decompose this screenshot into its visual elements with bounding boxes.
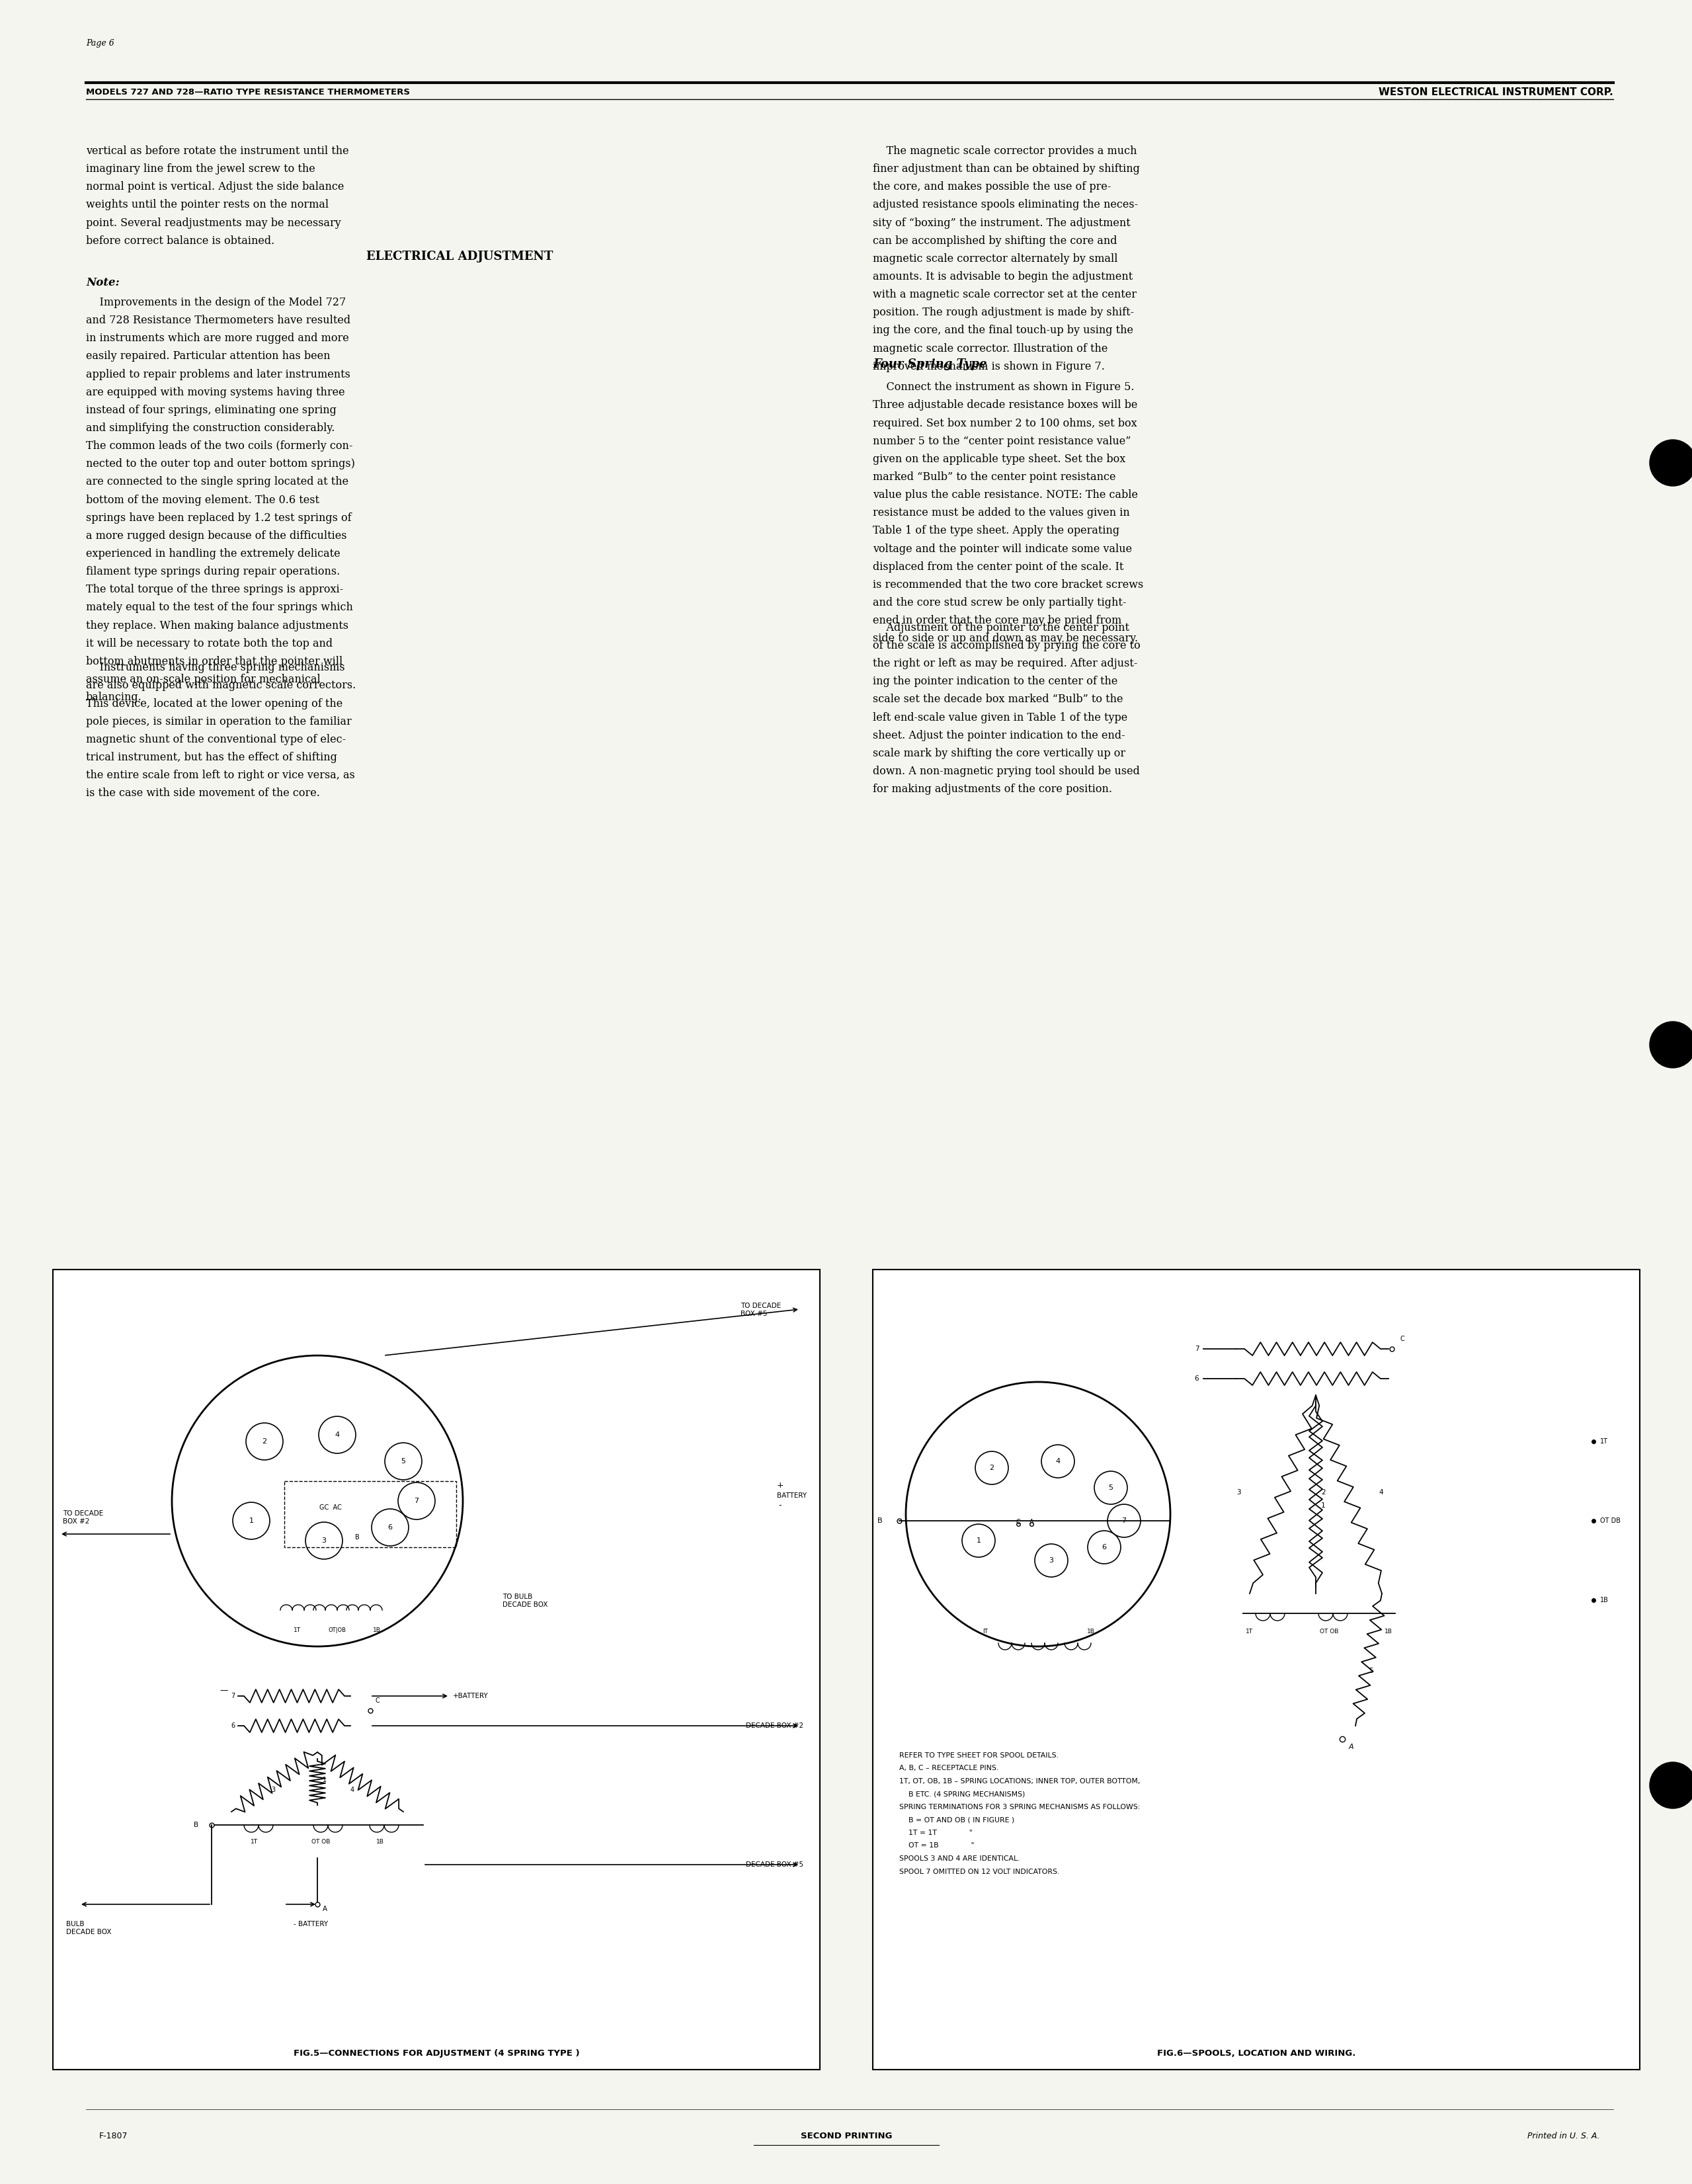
Bar <box>873 1269 1640 2070</box>
Text: vertical as before rotate the instrument until the
imaginary line from the jewel: vertical as before rotate the instrument… <box>86 146 349 247</box>
Text: SPOOL 7 OMITTED ON 12 VOLT INDICATORS.: SPOOL 7 OMITTED ON 12 VOLT INDICATORS. <box>898 1867 1059 1874</box>
Text: BATTERY: BATTERY <box>777 1492 807 1498</box>
Text: 3: 3 <box>1237 1489 1240 1496</box>
Text: 1B: 1B <box>1601 1597 1609 1603</box>
Text: 4: 4 <box>1056 1459 1061 1465</box>
Text: 3: 3 <box>1049 1557 1054 1564</box>
Text: 1B: 1B <box>1086 1629 1095 1634</box>
Text: SPOOLS 3 AND 4 ARE IDENTICAL.: SPOOLS 3 AND 4 ARE IDENTICAL. <box>898 1856 1020 1863</box>
Text: 1T = 1T              ": 1T = 1T " <box>898 1830 973 1837</box>
Text: Connect the instrument as shown in Figure 5.
Three adjustable decade resistance : Connect the instrument as shown in Figur… <box>873 382 1144 644</box>
Text: 1T: 1T <box>1601 1437 1607 1446</box>
Text: OT|OB: OT|OB <box>328 1627 347 1634</box>
Text: 7: 7 <box>230 1693 235 1699</box>
Text: C: C <box>1401 1337 1404 1343</box>
Text: 1: 1 <box>249 1518 254 1524</box>
Text: —: — <box>220 1686 228 1695</box>
Text: - BATTERY: - BATTERY <box>293 1922 328 1928</box>
Text: 1T: 1T <box>294 1627 301 1634</box>
Text: Printed in U. S. A.: Printed in U. S. A. <box>1528 2132 1601 2140</box>
Text: BULB
DECADE BOX: BULB DECADE BOX <box>66 1922 112 1935</box>
Text: 7: 7 <box>1122 1518 1127 1524</box>
Text: 1T, OT, OB, 1B – SPRING LOCATIONS; INNER TOP, OUTER BOTTOM,: 1T, OT, OB, 1B – SPRING LOCATIONS; INNER… <box>898 1778 1140 1784</box>
Text: 1T: 1T <box>1245 1629 1254 1634</box>
Text: A: A <box>1029 1518 1034 1524</box>
Bar <box>52 1269 821 2070</box>
Text: 1: 1 <box>323 1778 327 1784</box>
Text: IT: IT <box>983 1629 988 1634</box>
Text: WESTON ELECTRICAL INSTRUMENT CORP.: WESTON ELECTRICAL INSTRUMENT CORP. <box>1379 87 1612 98</box>
Text: FIG.5—CONNECTIONS FOR ADJUSTMENT (4 SPRING TYPE ): FIG.5—CONNECTIONS FOR ADJUSTMENT (4 SPRI… <box>293 2049 579 2057</box>
Text: FIG.6—SPOOLS, LOCATION AND WIRING.: FIG.6—SPOOLS, LOCATION AND WIRING. <box>1157 2049 1355 2057</box>
Text: OT = 1B              ": OT = 1B " <box>898 1843 975 1850</box>
Text: 7: 7 <box>1195 1345 1200 1352</box>
Text: TO DECADE
BOX #5: TO DECADE BOX #5 <box>741 1302 782 1317</box>
Text: GC  AC: GC AC <box>320 1505 342 1511</box>
Text: OT DB: OT DB <box>1601 1518 1621 1524</box>
Text: DECADE BOX #5: DECADE BOX #5 <box>746 1861 804 1867</box>
Text: OT OB: OT OB <box>1320 1629 1338 1634</box>
Text: 3: 3 <box>321 1538 327 1544</box>
Text: 1B: 1B <box>372 1627 381 1634</box>
Text: Note:: Note: <box>86 277 120 288</box>
Text: Page 6: Page 6 <box>86 39 115 48</box>
Text: 7: 7 <box>415 1498 420 1505</box>
Text: C: C <box>1015 1518 1020 1524</box>
Text: 5: 5 <box>1369 1669 1372 1675</box>
Text: 4: 4 <box>350 1787 355 1793</box>
Text: Adjustment of the pointer to the center point
of the scale is accomplished by pr: Adjustment of the pointer to the center … <box>873 622 1140 795</box>
Text: 6: 6 <box>1195 1376 1200 1382</box>
Text: 6: 6 <box>1101 1544 1107 1551</box>
Text: 5: 5 <box>401 1459 406 1465</box>
Text: 1: 1 <box>976 1538 981 1544</box>
Text: TO DECADE
BOX #2: TO DECADE BOX #2 <box>63 1511 103 1524</box>
Circle shape <box>1650 439 1692 487</box>
Text: 2: 2 <box>1321 1489 1325 1496</box>
Text: B: B <box>193 1821 198 1828</box>
Text: 1B: 1B <box>376 1839 384 1845</box>
Text: MODELS 727 AND 728—RATIO TYPE RESISTANCE THERMOMETERS: MODELS 727 AND 728—RATIO TYPE RESISTANCE… <box>86 87 409 96</box>
Text: 6: 6 <box>230 1723 235 1730</box>
Bar <box>284 1481 457 1546</box>
Text: -: - <box>778 1500 782 1509</box>
Text: B: B <box>355 1533 359 1540</box>
Text: ELECTRICAL ADJUSTMENT: ELECTRICAL ADJUSTMENT <box>365 251 553 262</box>
Text: TO BULB
DECADE BOX: TO BULB DECADE BOX <box>503 1594 548 1607</box>
Text: Instruments having three spring mechanisms
are also equipped with magnetic scale: Instruments having three spring mechanis… <box>86 662 355 799</box>
Circle shape <box>1650 1022 1692 1068</box>
Text: A: A <box>1349 1743 1354 1749</box>
Text: 6: 6 <box>387 1524 393 1531</box>
Text: REFER TO TYPE SHEET FOR SPOOL DETAILS.: REFER TO TYPE SHEET FOR SPOOL DETAILS. <box>898 1752 1059 1758</box>
Text: B = OT AND OB ( IN FIGURE ): B = OT AND OB ( IN FIGURE ) <box>898 1817 1015 1824</box>
Text: Improvements in the design of the Model 727
and 728 Resistance Thermometers have: Improvements in the design of the Model … <box>86 297 355 703</box>
Text: +BATTERY: +BATTERY <box>453 1693 489 1699</box>
Text: 2: 2 <box>262 1437 267 1446</box>
Text: The magnetic scale corrector provides a much
finer adjustment than can be obtain: The magnetic scale corrector provides a … <box>873 146 1140 371</box>
Text: 1T: 1T <box>250 1839 259 1845</box>
Text: C: C <box>376 1697 381 1704</box>
Text: 1: 1 <box>1321 1503 1325 1509</box>
Text: B: B <box>878 1518 883 1524</box>
Text: OT OB: OT OB <box>311 1839 330 1845</box>
Text: +: + <box>777 1481 783 1489</box>
Text: A: A <box>323 1907 327 1913</box>
Text: Four Spring Type: Four Spring Type <box>873 358 986 371</box>
Text: B ETC. (4 SPRING MECHANISMS): B ETC. (4 SPRING MECHANISMS) <box>898 1791 1025 1797</box>
Text: 1B: 1B <box>1384 1629 1393 1634</box>
Text: 3: 3 <box>271 1787 276 1793</box>
Circle shape <box>1650 1762 1692 1808</box>
Text: 5: 5 <box>1108 1485 1113 1492</box>
Text: 4: 4 <box>1379 1489 1382 1496</box>
Text: SECOND PRINTING: SECOND PRINTING <box>800 2132 892 2140</box>
Text: 2: 2 <box>990 1465 995 1472</box>
Text: SPRING TERMINATIONS FOR 3 SPRING MECHANISMS AS FOLLOWS:: SPRING TERMINATIONS FOR 3 SPRING MECHANI… <box>898 1804 1140 1811</box>
Text: 4: 4 <box>335 1431 340 1437</box>
Text: F-1807: F-1807 <box>100 2132 129 2140</box>
Text: DECADE BOX #2: DECADE BOX #2 <box>746 1723 804 1730</box>
Text: A, B, C – RECEPTACLE PINS.: A, B, C – RECEPTACLE PINS. <box>898 1765 998 1771</box>
